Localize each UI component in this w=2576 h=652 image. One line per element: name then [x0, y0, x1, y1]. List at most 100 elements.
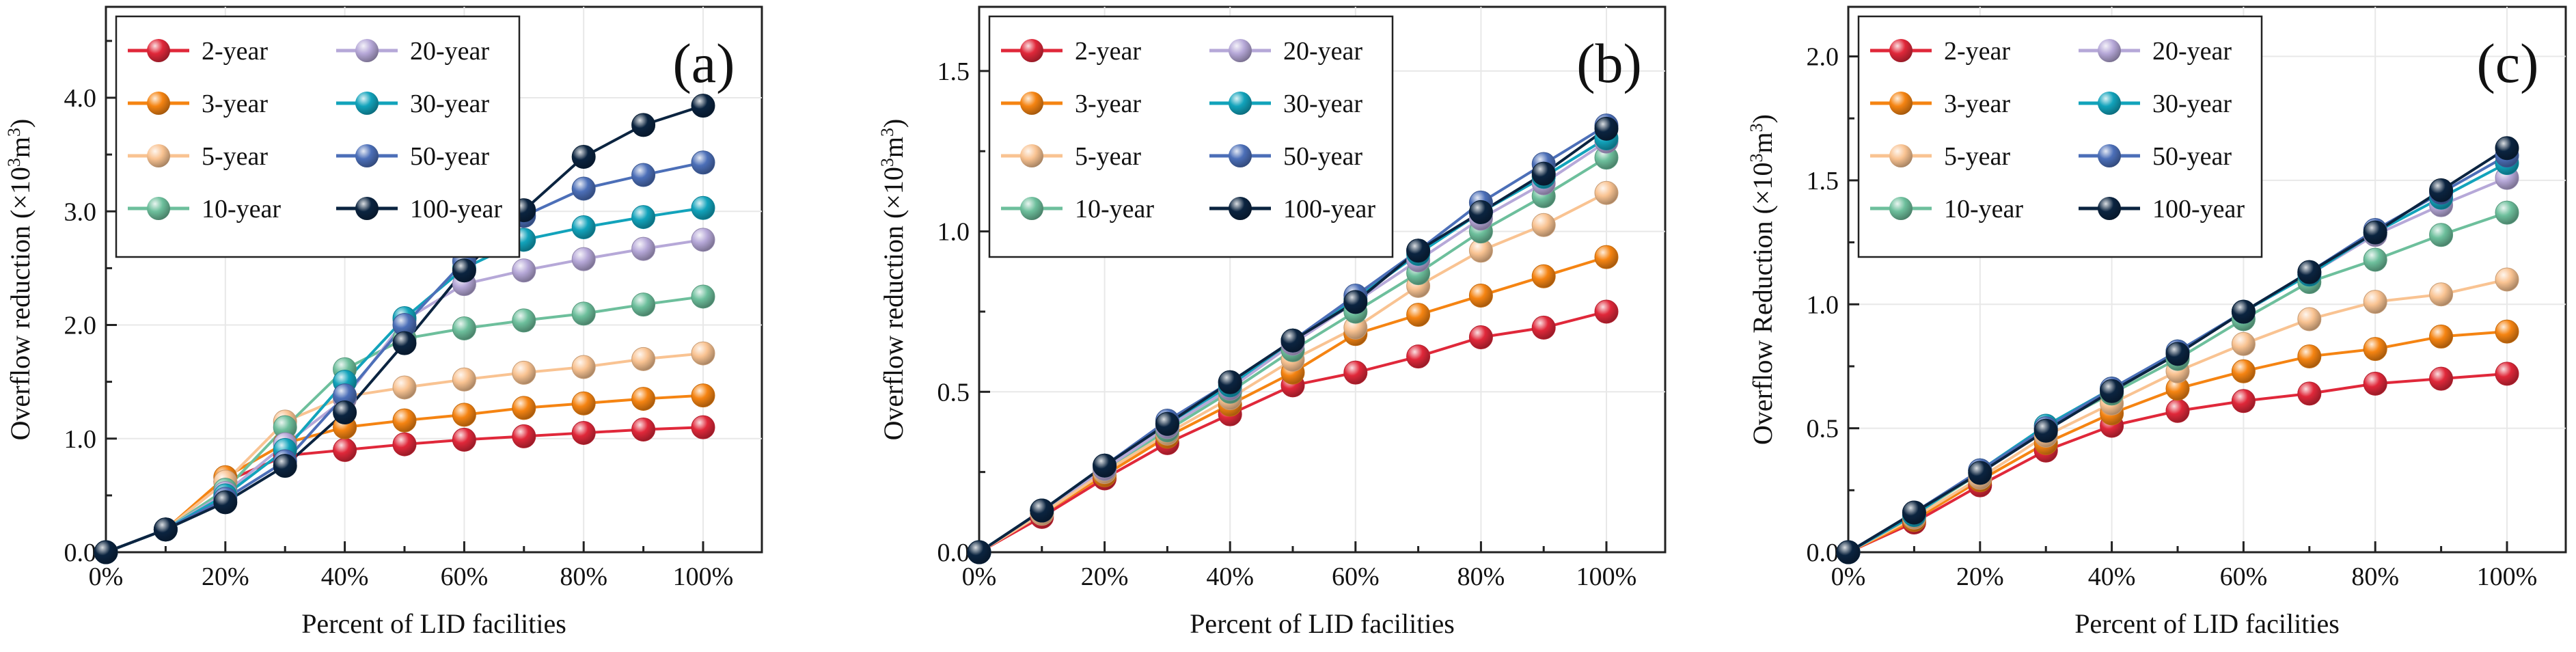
data-point-5-year	[1531, 213, 1556, 237]
x-axis-title: Percent of LID facilities	[301, 608, 566, 639]
legend-swatch-marker	[2098, 197, 2121, 220]
legend-swatch-marker	[1020, 197, 1043, 220]
data-point-100-year	[1468, 200, 1493, 224]
data-point-100-year	[2495, 136, 2519, 161]
data-point-5-year	[2297, 307, 2322, 331]
data-point-5-year	[2231, 331, 2256, 356]
data-point-2-year	[691, 415, 715, 439]
data-point-2-year	[2363, 371, 2387, 396]
x-tick-label: 40%	[321, 562, 369, 591]
legend-label: 20-year	[410, 37, 489, 66]
data-point-100-year	[333, 400, 357, 425]
legend-swatch-marker	[1889, 197, 1913, 220]
panel-b: 0% 20% 40% 60% 80% 100% 0.0 0.5 1.0 1.5 Percent of…	[877, 5, 1667, 639]
data-point-2-year	[512, 424, 536, 448]
data-point-100-year	[2100, 379, 2124, 403]
y-tick-label: 1.0	[1807, 290, 1839, 319]
data-point-100-year	[452, 258, 476, 283]
y-axis-title-close: )	[878, 119, 909, 128]
data-point-30-year	[691, 195, 715, 220]
data-point-2-year	[1531, 315, 1556, 340]
legend-swatch-marker	[147, 144, 170, 167]
data-point-2-year	[452, 427, 476, 452]
y-tick-label: 0.5	[937, 378, 970, 407]
y-tick-label: 0.0	[64, 539, 97, 567]
legend-swatch-marker	[2098, 39, 2121, 62]
y-tick-label: 1.5	[937, 57, 970, 86]
data-point-2-year	[392, 432, 417, 457]
legend-label: 3-year	[202, 90, 268, 118]
data-point-30-year	[631, 205, 656, 230]
legend-label: 5-year	[1075, 142, 1141, 171]
data-point-20-year	[631, 236, 656, 261]
data-point-3-year	[512, 396, 536, 420]
data-point-5-year	[571, 355, 596, 379]
legend-swatch-marker	[355, 39, 379, 62]
data-point-100-year	[1968, 461, 1992, 485]
y-axis-title-unit: m	[1747, 132, 1778, 153]
legend-label: 2-year	[1944, 37, 2010, 66]
legend-label: 3-year	[1075, 90, 1141, 118]
x-tick-label: 60%	[1332, 562, 1380, 591]
x-tick-label: 100%	[2477, 562, 2538, 591]
data-point-3-year	[1406, 303, 1431, 327]
data-point-30-year	[571, 215, 596, 240]
legend-label: 20-year	[1283, 37, 1362, 66]
legend-label: 10-year	[1944, 195, 2023, 223]
data-point-2-year	[1343, 360, 1368, 385]
data-point-3-year	[2297, 344, 2322, 368]
y-tick-label: 0.0	[937, 539, 970, 567]
x-tick-label: 40%	[2088, 562, 2136, 591]
data-point-3-year	[1531, 264, 1556, 288]
legend-label: 50-year	[1283, 142, 1362, 171]
legend-swatch-marker	[2098, 144, 2121, 167]
plot-frame	[105, 5, 763, 554]
data-point-100-year	[1030, 498, 1054, 523]
legend-swatch-marker	[355, 92, 379, 115]
data-point-100-year	[631, 113, 656, 137]
legend-swatch-marker	[147, 197, 170, 220]
data-point-100-year	[2033, 418, 2058, 443]
legend-swatch-marker	[1229, 92, 1252, 115]
x-tick-label: 60%	[2220, 562, 2268, 591]
data-point-100-year	[392, 331, 417, 355]
data-point-20-year	[571, 247, 596, 271]
legend-box	[115, 15, 521, 258]
y-axis-title-sup: 3	[4, 158, 24, 167]
legend-swatch-marker	[1889, 144, 1913, 167]
data-point-5-year	[452, 367, 476, 392]
y-axis-title-main: Overflow reduction (×10	[5, 167, 36, 440]
data-point-100-year	[213, 490, 238, 515]
panel-letter: (c)	[2476, 32, 2538, 94]
data-point-5-year	[1594, 180, 1619, 205]
legend-swatch-marker	[2098, 92, 2121, 115]
x-tick-label: 80%	[1457, 562, 1505, 591]
y-axis-title-sup: 3	[877, 128, 897, 137]
series-line-3-year	[978, 256, 1607, 554]
data-point-100-year	[571, 144, 596, 169]
data-point-10-year	[512, 308, 536, 333]
data-point-3-year	[2231, 359, 2256, 383]
legend-label: 50-year	[2152, 142, 2232, 171]
legend-label: 20-year	[2152, 37, 2232, 66]
x-tick-label: 0%	[962, 562, 997, 591]
x-tick-label: 0%	[1831, 562, 1866, 591]
y-tick-label: 3.0	[64, 198, 97, 226]
data-point-2-year	[1468, 325, 1493, 349]
panel-c: 0% 20% 40% 60% 80% 100% 0.0 0.5 1.0 1.5 2.0 Percent…	[1746, 5, 2567, 639]
data-point-100-year	[2165, 342, 2190, 366]
x-tick-label: 40%	[1206, 562, 1254, 591]
data-point-100-year	[1280, 328, 1305, 353]
data-point-100-year	[1093, 453, 1117, 478]
plot-frame	[978, 5, 1667, 554]
data-point-100-year	[1531, 161, 1556, 186]
data-point-3-year	[1594, 245, 1619, 269]
data-point-3-year	[691, 383, 715, 408]
panel-a: 0% 20% 40% 60% 80% 100% 0.0 1.0 2.0 3.0 4.0 Percent…	[4, 5, 763, 639]
legend-label: 5-year	[202, 142, 268, 171]
data-point-50-year	[571, 176, 596, 201]
y-axis-title-close: )	[1747, 114, 1778, 123]
legend-label: 2-year	[1075, 37, 1141, 66]
data-point-100-year	[1155, 411, 1179, 436]
